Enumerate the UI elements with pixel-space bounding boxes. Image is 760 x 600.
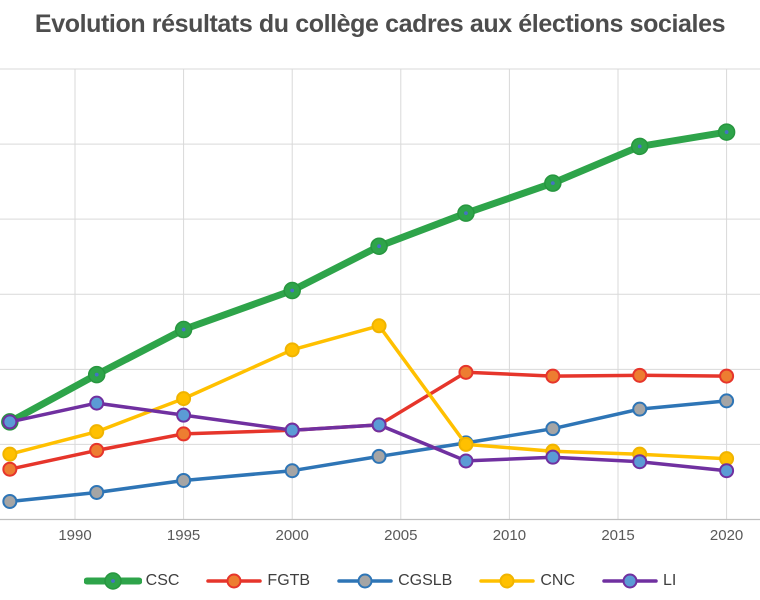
marker-dot-CSC [181, 327, 186, 332]
legend-swatch-csc [83, 572, 142, 590]
x-tick-label: 2000 [275, 527, 309, 544]
marker-LI [2, 414, 18, 430]
marker-LI [632, 454, 648, 470]
marker-CNC [176, 391, 192, 407]
legend-swatch-li [602, 573, 658, 589]
marker-CGSLB [89, 484, 105, 500]
marker-LI [545, 449, 561, 465]
legend: CSC FGTB CGSLB CNC LI [0, 570, 760, 592]
x-tick-label: 2010 [492, 527, 527, 544]
legend-item-cnc: CNC [478, 570, 575, 592]
x-tick-label: 2015 [601, 527, 635, 544]
series-line-CSC [6, 128, 731, 426]
marker-LI [89, 395, 105, 411]
legend-label-csc: CSC [145, 572, 180, 589]
marker-FGTB [2, 461, 18, 477]
marker-LI [176, 407, 192, 423]
marker-dot-CSC [637, 144, 642, 149]
marker-FGTB [89, 442, 105, 458]
marker-FGTB [632, 367, 648, 383]
legend-item-csc: CSC [83, 570, 180, 592]
marker-CGSLB [2, 493, 18, 509]
marker-FGTB [176, 426, 192, 442]
legend-label-li: LI [663, 572, 677, 589]
marker-dot-CSC [724, 130, 729, 134]
series-line-CNC [8, 324, 729, 461]
marker-CNC [2, 446, 18, 462]
x-tick-label: 2020 [709, 527, 744, 544]
legend-label-cgslb: CGSLB [398, 572, 453, 589]
legend-swatch-fgtb [206, 573, 263, 589]
legend-swatch-cgslb [337, 573, 393, 589]
legend-marker-dot [110, 579, 115, 583]
x-tick-label: 2005 [384, 527, 418, 544]
marker-LI [284, 422, 300, 438]
marker-CGSLB [545, 421, 561, 437]
marker-CGSLB [176, 472, 192, 488]
marker-dot-CSC [550, 181, 555, 186]
legend-marker [357, 573, 373, 589]
marker-LI [719, 463, 735, 479]
legend-item-li: LI [601, 570, 676, 592]
marker-FGTB [545, 368, 561, 384]
marker-LI [458, 453, 474, 469]
marker-LI [371, 417, 387, 433]
marker-dot-CSC [464, 211, 468, 216]
legend-item-fgtb: FGTB [205, 570, 310, 592]
x-tick-label: 1995 [166, 527, 201, 544]
legend-label-fgtb: FGTB [267, 572, 311, 589]
legend-label-cnc: CNC [540, 572, 576, 589]
marker-CGSLB [719, 393, 735, 409]
marker-CNC [89, 424, 105, 440]
legend-item-cgslb: CGSLB [336, 570, 452, 592]
series-line-CGSLB [8, 399, 729, 504]
marker-CNC [284, 342, 300, 358]
marker-CGSLB [371, 448, 387, 464]
marker-CNC [458, 436, 474, 452]
chart-title: Evolution résultats du collège cadres au… [34, 10, 726, 38]
marker-CGSLB [284, 463, 300, 479]
marker-CGSLB [632, 401, 648, 417]
legend-marker [622, 573, 638, 589]
marker-dot-CSC [377, 244, 381, 249]
marker-dot-CSC [94, 372, 99, 377]
marker-CNC [371, 318, 387, 334]
marker-dot-CSC [290, 288, 295, 293]
marker-FGTB [458, 364, 474, 380]
x-tick-label: 1990 [58, 527, 92, 544]
legend-marker [226, 573, 242, 589]
marker-FGTB [719, 368, 735, 384]
legend-marker [499, 573, 515, 589]
legend-swatch-cnc [479, 573, 536, 589]
